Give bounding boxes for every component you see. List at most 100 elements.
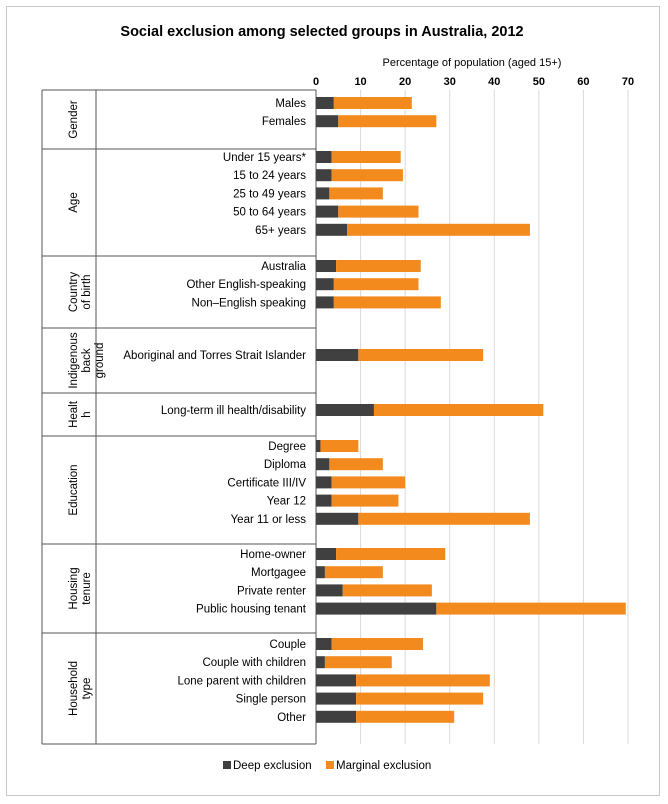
category-label: Home-owner <box>240 549 306 561</box>
bar-deep-exclusion <box>316 584 343 597</box>
group-labels: Gender Age Countryof birth Indigenousbackgr… <box>68 100 106 716</box>
x-tick-label: 30 <box>444 76 456 88</box>
bar-deep-exclusion <box>316 151 332 163</box>
category-labels: Males Females Under 15 years* 15 to 24 year… <box>123 98 306 724</box>
bar-deep-exclusion <box>316 602 437 615</box>
x-tick-label: 70 <box>622 76 634 88</box>
x-tick-label: 40 <box>488 76 500 88</box>
bar-marginal-exclusion <box>320 440 359 452</box>
bar-marginal-exclusion <box>324 566 383 579</box>
bar-marginal-exclusion <box>331 476 406 489</box>
category-label: Single person <box>236 694 306 706</box>
bar-deep-exclusion <box>316 223 348 236</box>
group-label: Indigenousbackground <box>68 332 106 389</box>
group-label: Gender <box>68 100 80 139</box>
bar-marginal-exclusion <box>331 151 401 163</box>
group-label: Age <box>68 192 80 212</box>
bar-marginal-exclusion <box>331 638 423 650</box>
bars <box>316 97 626 723</box>
bar-deep-exclusion <box>316 260 337 272</box>
group-label: Health <box>68 400 93 428</box>
bar-deep-exclusion <box>316 674 357 687</box>
gridlines <box>360 90 629 744</box>
category-label: Non–English speaking <box>192 297 306 309</box>
bar-deep-exclusion <box>316 710 357 723</box>
bar-marginal-exclusion <box>338 115 437 128</box>
bar-deep-exclusion <box>316 548 337 560</box>
bar-deep-exclusion <box>316 278 334 291</box>
category-label: Couple <box>270 639 306 651</box>
x-tick-label: 50 <box>533 76 545 88</box>
legend-swatch <box>326 761 334 769</box>
bar-marginal-exclusion <box>356 674 490 687</box>
category-label: Other English-speaking <box>186 279 306 291</box>
category-label: Diploma <box>264 459 307 471</box>
bar-marginal-exclusion <box>324 656 392 669</box>
bar-marginal-exclusion <box>373 404 544 416</box>
bar-deep-exclusion <box>316 692 357 705</box>
bar-marginal-exclusion <box>336 548 446 560</box>
legend-swatch <box>223 761 231 769</box>
bar-deep-exclusion <box>316 476 332 489</box>
legend: Deep exclusion Marginal exclusion <box>223 760 431 772</box>
bar-deep-exclusion <box>316 169 332 182</box>
category-label: Public housing tenant <box>196 604 307 616</box>
bar-marginal-exclusion <box>331 494 399 507</box>
chart-title: Social exclusion among selected groups i… <box>120 24 523 40</box>
category-label: Mortgagee <box>251 567 306 579</box>
bar-marginal-exclusion <box>356 710 455 723</box>
category-label: Aboriginal and Torres Strait Islander <box>123 350 306 362</box>
category-label: 65+ years <box>255 225 306 237</box>
bar-deep-exclusion <box>316 566 325 579</box>
bar-marginal-exclusion <box>336 260 421 272</box>
category-label: Couple with children <box>202 657 306 669</box>
bar-marginal-exclusion <box>329 458 383 471</box>
category-label: 15 to 24 years <box>233 170 306 182</box>
bar-marginal-exclusion <box>333 97 412 109</box>
category-label: Other <box>277 712 306 724</box>
category-label: Degree <box>268 441 306 453</box>
category-label: Under 15 years* <box>223 152 307 164</box>
bar-deep-exclusion <box>316 205 339 218</box>
x-tick-label: 60 <box>577 76 589 88</box>
group-frame-lines <box>41 89 317 745</box>
bar-marginal-exclusion <box>436 602 626 615</box>
bar-deep-exclusion <box>316 440 321 452</box>
category-label: 25 to 49 years <box>233 188 306 200</box>
bar-deep-exclusion <box>316 458 330 471</box>
category-label: 50 to 64 years <box>233 207 306 219</box>
category-label: Year 11 or less <box>231 514 307 526</box>
chart-frame <box>6 6 660 796</box>
x-tick-label: 0 <box>313 76 319 88</box>
bar-deep-exclusion <box>316 494 332 507</box>
bar-deep-exclusion <box>316 656 325 669</box>
bar-marginal-exclusion <box>333 278 419 291</box>
category-label: Australia <box>261 261 306 273</box>
bar-deep-exclusion <box>316 349 359 361</box>
x-axis-title: Percentage of population (aged 15+) <box>383 57 562 69</box>
bar-deep-exclusion <box>316 97 334 109</box>
category-label: Females <box>262 116 306 128</box>
group-label: Education <box>68 464 80 515</box>
bar-marginal-exclusion <box>356 692 484 705</box>
bar-marginal-exclusion <box>333 296 441 309</box>
x-tick-label: 20 <box>399 76 411 88</box>
group-label: Housingtenure <box>68 567 93 609</box>
bar-deep-exclusion <box>316 115 339 128</box>
bar-deep-exclusion <box>316 187 330 200</box>
category-label: Certificate III/IV <box>227 477 306 489</box>
category-label: Year 12 <box>267 496 306 508</box>
bar-deep-exclusion <box>316 296 334 309</box>
bar-marginal-exclusion <box>329 187 383 200</box>
x-tick-labels: 0 10 20 30 40 50 60 70 <box>313 76 634 88</box>
category-label: Long-term ill health/disability <box>161 405 306 417</box>
bar-marginal-exclusion <box>358 349 484 361</box>
category-label: Private renter <box>237 585 306 597</box>
bar-marginal-exclusion <box>331 169 403 182</box>
bar-marginal-exclusion <box>338 205 419 218</box>
category-label: Males <box>275 98 306 110</box>
bar-marginal-exclusion <box>347 223 530 236</box>
bar-deep-exclusion <box>316 638 332 650</box>
group-label: Householdtype <box>68 661 93 716</box>
